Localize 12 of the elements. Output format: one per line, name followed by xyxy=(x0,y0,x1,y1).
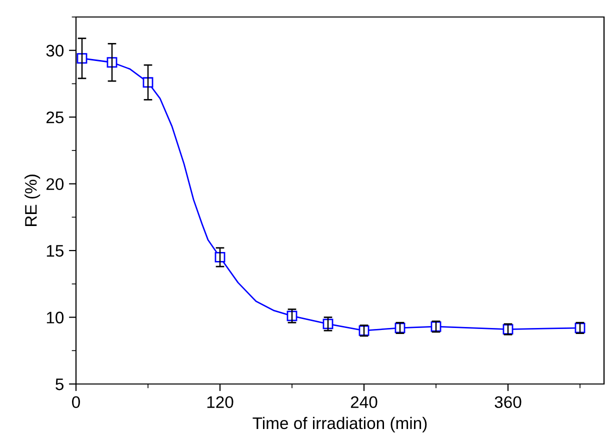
x-tick-label: 120 xyxy=(207,396,234,408)
y-tick-label: 15 xyxy=(46,245,64,257)
y-tick-label: 5 xyxy=(56,378,64,390)
y-tick-label: 10 xyxy=(46,312,64,324)
x-tick-label: 360 xyxy=(494,396,522,408)
y-axis-title: RE (%) xyxy=(24,174,40,226)
y-tick-label: 30 xyxy=(46,44,64,57)
x-tick-label: 240 xyxy=(350,396,378,408)
x-tick-label: 0 xyxy=(72,396,80,408)
y-tick-label: 20 xyxy=(46,178,64,190)
y-tick-label: 25 xyxy=(46,111,64,124)
x-axis-title: Time of irradiation (min) xyxy=(252,416,427,432)
